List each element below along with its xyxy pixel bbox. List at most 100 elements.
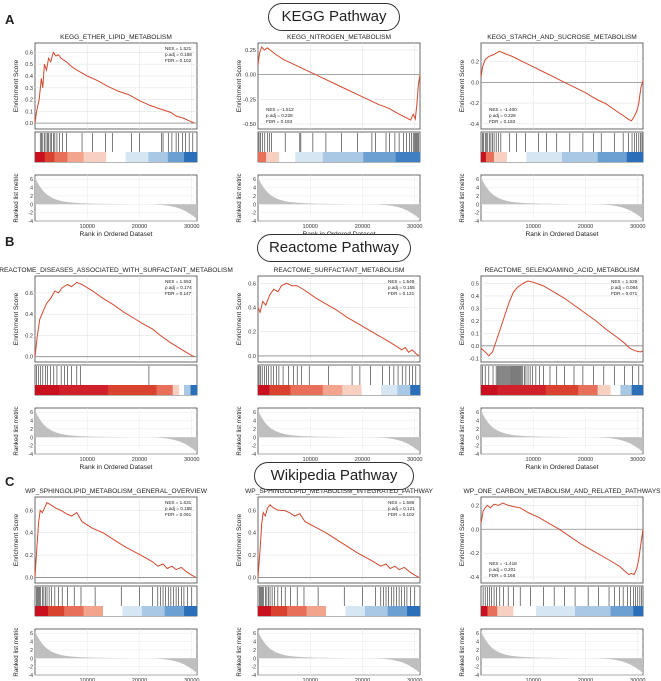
es-tick-label: 0.0	[25, 121, 33, 127]
color-bar-segment	[266, 152, 280, 162]
metric-tick-label: -4	[251, 673, 256, 679]
stat-label: p.adj = 0.084	[611, 285, 638, 290]
color-bar-segment	[578, 385, 598, 395]
es-tick-label: 0.6	[25, 50, 33, 56]
stat-label: p.adj = 0.121	[388, 506, 415, 511]
es-plot-area	[480, 496, 644, 584]
x-axis-label: Rank in Ordered Dataset	[526, 231, 599, 238]
metric-tick-label: -4	[474, 219, 479, 225]
es-tick-label: 0.00	[245, 73, 256, 79]
x-tick-label: 20000	[355, 457, 371, 463]
color-bar-segment	[526, 152, 563, 162]
x-tick-label: 10000	[525, 224, 541, 230]
color-bar-segment	[279, 152, 296, 162]
x-tick-label: 10000	[525, 457, 541, 463]
metric-tick-label: -4	[28, 673, 33, 679]
es-axis-label: Enrichment Score	[236, 292, 243, 345]
stat-label: FDR = 0.147	[165, 291, 192, 296]
es-tick-label: 0.6	[25, 291, 33, 297]
x-tick-label: 30000	[630, 678, 646, 681]
color-bar-segment	[481, 385, 498, 395]
es-tick-label: 0.5	[25, 62, 33, 68]
metric-tick-label: -4	[474, 673, 479, 679]
color-bar-segment	[167, 152, 185, 162]
x-tick-label: 10000	[302, 678, 318, 681]
gsea-panel-6: REACTOME_SELENOAMINO_ACID_METABOLISM -0.1…	[459, 267, 646, 471]
panel-title: KEGG_STARCH_AND_SUCROSE_METABOLISM	[487, 34, 637, 41]
color-bar-segment	[306, 606, 327, 616]
color-bar-segment	[179, 385, 185, 395]
color-bar-segment	[326, 606, 346, 616]
color-bar-segment	[506, 152, 527, 162]
metric-tick-label: 4	[30, 186, 33, 192]
metric-tick-label: 0	[476, 435, 479, 441]
es-tick-label: 0.1	[471, 331, 479, 337]
stat-label: FDR = 0.102	[165, 58, 192, 63]
panel-title: REACTOME_SELENOAMINO_ACID_METABOLISM	[484, 267, 639, 274]
metric-tick-label: 2	[30, 427, 33, 433]
es-tick-label: 0.4	[471, 294, 479, 300]
es-tick-label: 0.0	[248, 575, 256, 581]
metric-tick-label: 0	[476, 202, 479, 208]
es-plot-area	[257, 275, 421, 363]
color-bar-segment	[172, 385, 180, 395]
metric-tick-label: 2	[476, 427, 479, 433]
metric-tick-label: 4	[476, 640, 479, 646]
section-title-reactome: Reactome Pathway	[257, 234, 411, 262]
metric-plot-area	[34, 407, 198, 455]
gsea-panel-7: WP_SPHINGOLIPID_METABOLISM_GENERAL_OVERV…	[13, 488, 208, 681]
color-bar-segment	[395, 152, 421, 162]
color-bar-segment	[410, 385, 421, 395]
es-tick-label: 0.0	[25, 575, 33, 581]
x-axis-label: Rank in Ordered Dataset	[526, 464, 599, 471]
color-bar-segment	[106, 152, 127, 162]
metric-axis-label: Ranked list metric	[236, 406, 243, 455]
metric-tick-label: 0	[30, 435, 33, 441]
x-tick-label: 20000	[355, 224, 371, 230]
es-tick-label: 0.25	[245, 48, 256, 54]
section-letter-a: A	[5, 12, 15, 27]
color-bar-segment	[125, 152, 149, 162]
es-tick-label: 0.0	[248, 354, 256, 360]
metric-tick-label: -4	[474, 452, 479, 458]
x-tick-label: 30000	[184, 678, 200, 681]
section-letter-c: C	[5, 474, 15, 489]
x-tick-label: 20000	[132, 457, 148, 463]
color-bar-segment	[342, 385, 362, 395]
gsea-panel-1: KEGG_ETHER_LIPID_METABOLISM 0.0 0.1 0.2 0.3 0…	[13, 34, 200, 238]
es-plot-area	[257, 496, 421, 584]
x-tick-label: 10000	[79, 224, 95, 230]
color-bar-segment	[164, 606, 185, 616]
metric-plot-area	[480, 628, 644, 676]
color-bar-segment	[361, 385, 382, 395]
es-tick-label: 0.4	[25, 531, 33, 537]
es-tick-label: 0.2	[471, 60, 479, 66]
x-tick-label: 10000	[79, 457, 95, 463]
stat-label: FDR = 0.193	[489, 119, 516, 124]
es-curve	[480, 502, 644, 576]
es-tick-label: -0.25	[243, 97, 256, 103]
metric-tick-label: 4	[30, 640, 33, 646]
color-bar-segment	[513, 606, 537, 616]
es-tick-label: 0.2	[25, 98, 33, 104]
stat-label: NES = 1.526	[611, 279, 638, 284]
color-bar-segment	[497, 606, 514, 616]
metric-tick-label: 0	[30, 202, 33, 208]
x-tick-label: 20000	[578, 678, 594, 681]
gsea-panel-3: KEGG_STARCH_AND_SUCROSE_METABOLISM -0.4 -0…	[459, 34, 646, 238]
stat-label: p.adj = 0.168	[165, 52, 192, 57]
color-bar-segment	[620, 385, 632, 395]
es-axis-label: Enrichment Score	[459, 292, 466, 345]
color-bar-segment	[597, 385, 611, 395]
color-bar-segment	[574, 606, 611, 616]
es-axis-label: Enrichment Score	[459, 59, 466, 112]
color-bar-segment	[364, 606, 388, 616]
panel-title: WP_SPHINGOLIPID_METABOLISM_GENERAL_OVERV…	[25, 488, 208, 495]
metric-tick-label: -2	[474, 211, 479, 217]
es-tick-label: 0.6	[248, 281, 256, 287]
color-bar-segment	[83, 606, 104, 616]
gsea-panel-2: KEGG_NITROGEN_METABOLISM -0.50 -0.25 0.00 0.…	[236, 34, 423, 238]
x-tick-label: 10000	[79, 678, 95, 681]
es-axis-label: Enrichment Score	[236, 59, 243, 112]
